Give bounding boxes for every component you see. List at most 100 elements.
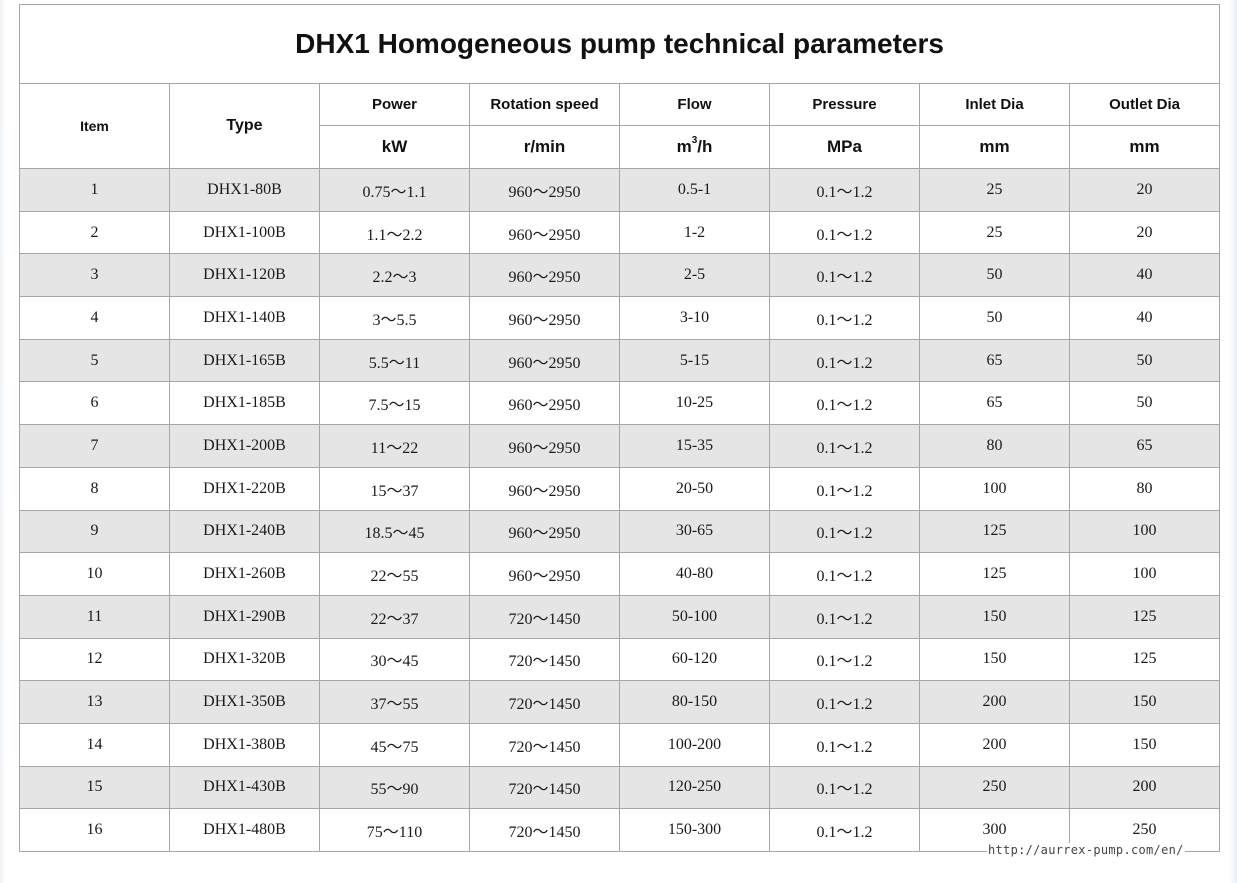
unit-power: kW — [319, 125, 470, 169]
cell-item: 9 — [19, 509, 170, 554]
cell-outlet: 20 — [1068, 210, 1221, 255]
cell-inlet: 200 — [919, 722, 1070, 767]
cell-flow: 5-15 — [619, 338, 770, 383]
cell-speed: 720～1450 — [469, 722, 620, 767]
cell-speed: 960～2950 — [469, 296, 620, 340]
cell-flow: 30-65 — [619, 509, 770, 554]
cell-outlet: 150 — [1068, 722, 1221, 767]
cell-flow: 10-25 — [619, 381, 770, 426]
cell-pressure: 0.1～1.2 — [769, 637, 920, 682]
cell-speed: 720～1450 — [469, 765, 620, 810]
cell-flow: 50-100 — [619, 594, 770, 639]
cell-pressure: 0.1～1.2 — [769, 381, 920, 426]
cell-power: 7.5～15 — [319, 381, 470, 426]
cell-type: DHX1-120B — [169, 253, 320, 298]
cell-flow: 3-10 — [619, 296, 770, 340]
cell-power: 0.75～1.1 — [319, 168, 470, 212]
cell-power: 5.5～11 — [319, 338, 470, 383]
cell-item: 6 — [19, 381, 170, 426]
table-row: 13 DHX1-350B 37～55 720～1450 80-150 0.1～1… — [19, 680, 1221, 724]
cell-speed: 720～1450 — [469, 637, 620, 682]
cell-speed: 960～2950 — [469, 552, 620, 596]
cell-outlet: 100 — [1068, 509, 1221, 554]
cell-inlet: 125 — [919, 552, 1070, 596]
header-outlet-dia: Outlet Dia — [1068, 83, 1221, 126]
cell-item: 2 — [19, 210, 170, 255]
cell-flow: 40-80 — [619, 552, 770, 596]
table-row: 14 DHX1-380B 45～75 720～1450 100-200 0.1～… — [19, 722, 1221, 767]
cell-pressure: 0.1～1.2 — [769, 722, 920, 767]
unit-rotation-speed: r/min — [469, 125, 620, 169]
cell-power: 2.2～3 — [319, 253, 470, 298]
cell-item: 11 — [19, 594, 170, 639]
cell-outlet: 80 — [1068, 466, 1221, 511]
cell-type: DHX1-480B — [169, 808, 320, 852]
cell-type: DHX1-200B — [169, 424, 320, 468]
cell-speed: 960～2950 — [469, 210, 620, 255]
cell-pressure: 0.1～1.2 — [769, 253, 920, 298]
header-flow: Flow — [619, 83, 770, 126]
unit-inlet-dia: mm — [919, 125, 1070, 169]
cell-item: 5 — [19, 338, 170, 383]
cell-speed: 960～2950 — [469, 509, 620, 554]
cell-inlet: 250 — [919, 765, 1070, 810]
header-type: Type — [169, 83, 320, 169]
cell-pressure: 0.1～1.2 — [769, 296, 920, 340]
cell-flow: 60-120 — [619, 637, 770, 682]
unit-pressure: MPa — [769, 125, 920, 169]
cell-flow: 2-5 — [619, 253, 770, 298]
cell-outlet: 50 — [1068, 381, 1221, 426]
cell-speed: 960～2950 — [469, 253, 620, 298]
cell-type: DHX1-320B — [169, 637, 320, 682]
cell-power: 3～5.5 — [319, 296, 470, 340]
unit-flow: m3/h — [619, 125, 770, 169]
cell-pressure: 0.1～1.2 — [769, 338, 920, 383]
cell-item: 16 — [19, 808, 170, 852]
unit-outlet-dia: mm — [1068, 125, 1221, 169]
cell-speed: 960～2950 — [469, 381, 620, 426]
cell-inlet: 65 — [919, 338, 1070, 383]
cell-item: 3 — [19, 253, 170, 298]
cell-inlet: 150 — [919, 637, 1070, 682]
cell-outlet: 40 — [1068, 296, 1221, 340]
header-inlet-dia: Inlet Dia — [919, 83, 1070, 126]
cell-inlet: 125 — [919, 509, 1070, 554]
table-row: 3 DHX1-120B 2.2～3 960～2950 2-5 0.1～1.2 5… — [19, 253, 1221, 298]
technical-parameters-table: DHX1 Homogeneous pump technical paramete… — [18, 4, 1221, 852]
cell-flow: 80-150 — [619, 680, 770, 724]
cell-inlet: 150 — [919, 594, 1070, 639]
cell-type: DHX1-100B — [169, 210, 320, 255]
website-watermark: http://aurrex-pump.com/en/ — [987, 843, 1185, 857]
table-row: 4 DHX1-140B 3～5.5 960～2950 3-10 0.1～1.2 … — [19, 296, 1221, 340]
table-title: DHX1 Homogeneous pump technical paramete… — [18, 4, 1221, 84]
cell-power: 30～45 — [319, 637, 470, 682]
cell-type: DHX1-80B — [169, 168, 320, 212]
table-row: 10 DHX1-260B 22～55 960～2950 40-80 0.1～1.… — [19, 552, 1221, 596]
cell-flow: 120-250 — [619, 765, 770, 810]
header-pressure: Pressure — [769, 83, 920, 126]
cell-flow: 1-2 — [619, 210, 770, 255]
cell-power: 45～75 — [319, 722, 470, 767]
cell-power: 55～90 — [319, 765, 470, 810]
cell-outlet: 50 — [1068, 338, 1221, 383]
cell-inlet: 100 — [919, 466, 1070, 511]
cell-type: DHX1-290B — [169, 594, 320, 639]
cell-flow: 100-200 — [619, 722, 770, 767]
cell-power: 18.5～45 — [319, 509, 470, 554]
cell-outlet: 150 — [1068, 680, 1221, 724]
cell-outlet: 125 — [1068, 637, 1221, 682]
cell-type: DHX1-165B — [169, 338, 320, 383]
cell-type: DHX1-260B — [169, 552, 320, 596]
cell-inlet: 80 — [919, 424, 1070, 468]
header-rotation-speed: Rotation speed — [469, 83, 620, 126]
cell-pressure: 0.1～1.2 — [769, 210, 920, 255]
cell-flow: 0.5-1 — [619, 168, 770, 212]
cell-pressure: 0.1～1.2 — [769, 466, 920, 511]
cell-pressure: 0.1～1.2 — [769, 552, 920, 596]
cell-pressure: 0.1～1.2 — [769, 424, 920, 468]
page-edge-left — [0, 0, 6, 883]
cell-speed: 720～1450 — [469, 680, 620, 724]
header-item: Item — [19, 83, 170, 169]
cell-outlet: 20 — [1068, 168, 1221, 212]
table-row: 9 DHX1-240B 18.5～45 960～2950 30-65 0.1～1… — [19, 509, 1221, 554]
